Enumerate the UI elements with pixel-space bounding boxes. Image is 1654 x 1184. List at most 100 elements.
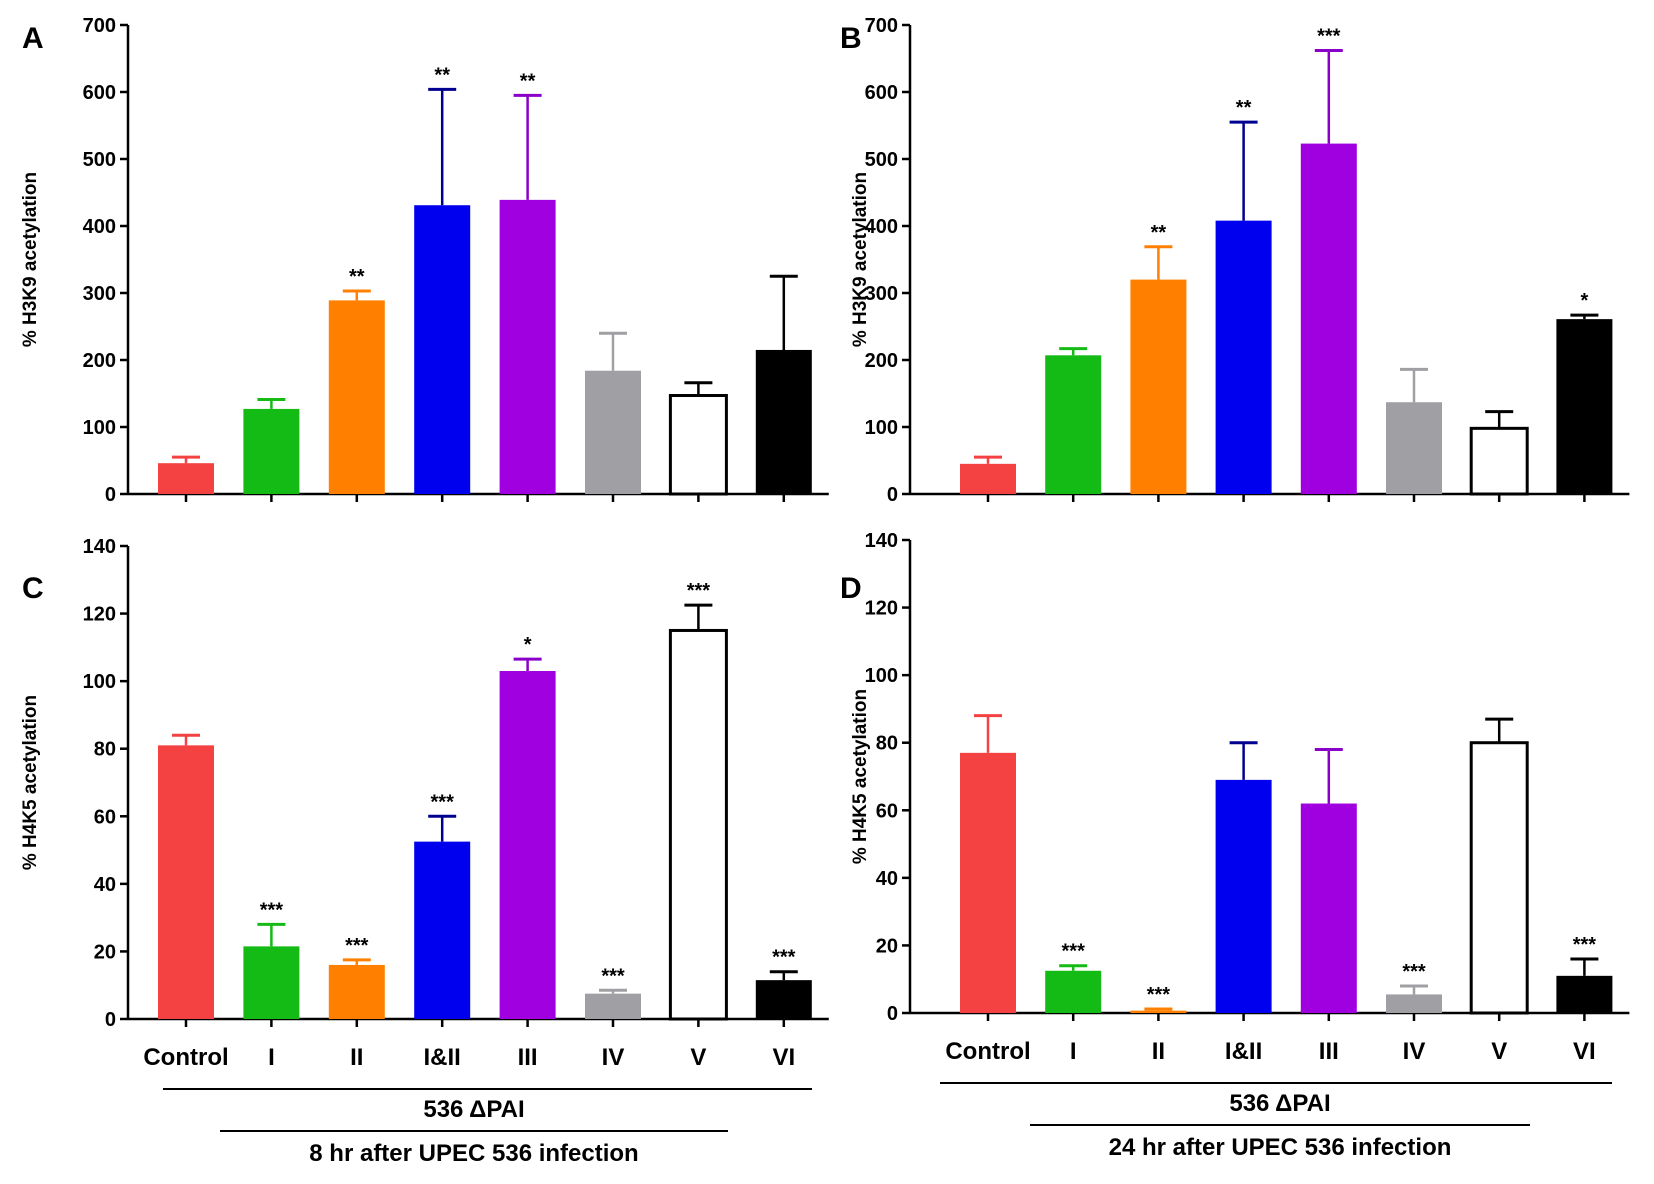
bar-III [1300, 803, 1357, 1013]
y-tick-label: 600 [83, 82, 116, 104]
x-tick-label: II [350, 1044, 363, 1071]
y-tick-label: 100 [83, 671, 116, 693]
bar-V [668, 628, 728, 1021]
bar-I [1045, 355, 1102, 494]
bar-VI [1556, 319, 1613, 494]
bar-I&II [414, 841, 471, 1019]
significance-marker: *** [1147, 984, 1171, 1006]
y-tick-label: 0 [105, 1009, 116, 1031]
x-tick-label: VI [772, 1044, 795, 1071]
panel-label: D [840, 572, 862, 605]
bar-Control [960, 463, 1016, 494]
significance-marker: ** [1151, 222, 1167, 244]
bar-VI [755, 349, 812, 494]
caption: 8 hr after UPEC 536 infection [309, 1140, 638, 1167]
bar-III [1300, 143, 1357, 494]
y-tick-label: 300 [83, 283, 116, 305]
significance-marker: *** [1062, 941, 1086, 963]
y-tick-label: 200 [83, 350, 116, 372]
x-tick-label: Control [143, 1044, 228, 1071]
bar-I&II [1215, 779, 1272, 1013]
bar-V [668, 394, 728, 496]
bar-I [243, 408, 300, 494]
bar-II [328, 964, 385, 1019]
y-tick-label: 0 [887, 1003, 898, 1025]
y-axis-label: % H4K5 acetylation [850, 689, 871, 864]
bar-IV [585, 993, 641, 1019]
bar-II [1130, 1010, 1187, 1013]
significance-marker: ** [349, 266, 365, 288]
significance-marker: *** [1402, 961, 1426, 983]
significance-marker: * [1581, 290, 1589, 312]
significance-marker: *** [772, 947, 796, 969]
bar-I [243, 946, 300, 1019]
y-tick-label: 60 [94, 806, 116, 828]
y-tick-label: 100 [865, 665, 898, 687]
y-tick-label: 80 [94, 739, 116, 761]
x-tick-label: IV [1403, 1038, 1426, 1065]
y-tick-label: 100 [83, 417, 116, 439]
significance-marker: ** [1236, 97, 1252, 119]
y-tick-label: 400 [865, 216, 898, 238]
x-tick-label: V [690, 1044, 706, 1071]
bar-I&II [1215, 220, 1272, 494]
y-tick-label: 40 [94, 874, 116, 896]
y-tick-label: 700 [83, 15, 116, 37]
x-tick-label: IV [602, 1044, 625, 1071]
group-label: 536 ΔPAI [423, 1096, 524, 1123]
significance-marker: *** [1317, 25, 1341, 47]
bar-III [499, 199, 556, 494]
panel-B: B 0 100 200 300 400 500 600 700 % H3K9 acetylatio… [840, 15, 1630, 506]
bar-IV [585, 370, 641, 494]
panel-A: A 0 100 200 300 400 500 600 700 % H3K9 acetylatio… [20, 15, 829, 506]
y-tick-label: 120 [83, 604, 116, 626]
significance-marker: *** [431, 791, 455, 813]
x-tick-label: I [268, 1044, 275, 1071]
y-tick-label: 0 [887, 484, 898, 506]
y-tick-label: 120 [865, 598, 898, 620]
y-axis-label: % H3K9 acetylation [20, 172, 41, 347]
significance-marker: *** [345, 935, 369, 957]
y-tick-label: 600 [865, 82, 898, 104]
significance-marker: *** [1573, 934, 1597, 956]
bar-V [1469, 741, 1529, 1015]
x-tick-label: Control [945, 1038, 1030, 1065]
y-tick-label: 140 [83, 536, 116, 558]
x-tick-label: III [1319, 1038, 1339, 1065]
y-tick-label: 400 [83, 216, 116, 238]
y-tick-label: 500 [83, 149, 116, 171]
bar-I&II [414, 205, 471, 495]
x-tick-label: I [1070, 1038, 1077, 1065]
y-tick-label: 20 [876, 935, 898, 957]
y-tick-label: 20 [94, 941, 116, 963]
bar-I [1045, 970, 1102, 1013]
bar-Control [158, 463, 214, 494]
panel-C: C 0 20 40 60 80 100 120 140 % H4K5 acetylation Con… [20, 536, 829, 1167]
y-tick-label: 300 [865, 283, 898, 305]
x-tick-label: I&II [1225, 1038, 1262, 1065]
panel-label: B [840, 22, 862, 55]
bar-II [1130, 279, 1187, 494]
y-tick-label: 700 [865, 15, 898, 37]
bar-III [499, 671, 556, 1019]
significance-marker: ** [434, 64, 450, 86]
significance-marker: *** [601, 965, 625, 987]
x-tick-label: V [1491, 1038, 1507, 1065]
bar-IV [1386, 402, 1442, 494]
y-tick-label: 80 [876, 733, 898, 755]
caption: 24 hr after UPEC 536 infection [1109, 1134, 1452, 1161]
y-tick-label: 100 [865, 417, 898, 439]
y-tick-label: 0 [105, 484, 116, 506]
significance-marker: *** [260, 899, 284, 921]
y-tick-label: 500 [865, 149, 898, 171]
y-axis-label: % H3K9 acetylation [850, 172, 871, 347]
x-tick-label: II [1152, 1038, 1165, 1065]
bar-Control [960, 752, 1016, 1013]
x-tick-label: VI [1573, 1038, 1596, 1065]
group-label: 536 ΔPAI [1229, 1090, 1330, 1117]
x-tick-label: III [518, 1044, 538, 1071]
y-tick-label: 60 [876, 800, 898, 822]
bar-V [1469, 426, 1529, 496]
panel-D: D 0 20 40 60 80 100 120 140 % H4K5 acetylation Con… [840, 530, 1630, 1161]
